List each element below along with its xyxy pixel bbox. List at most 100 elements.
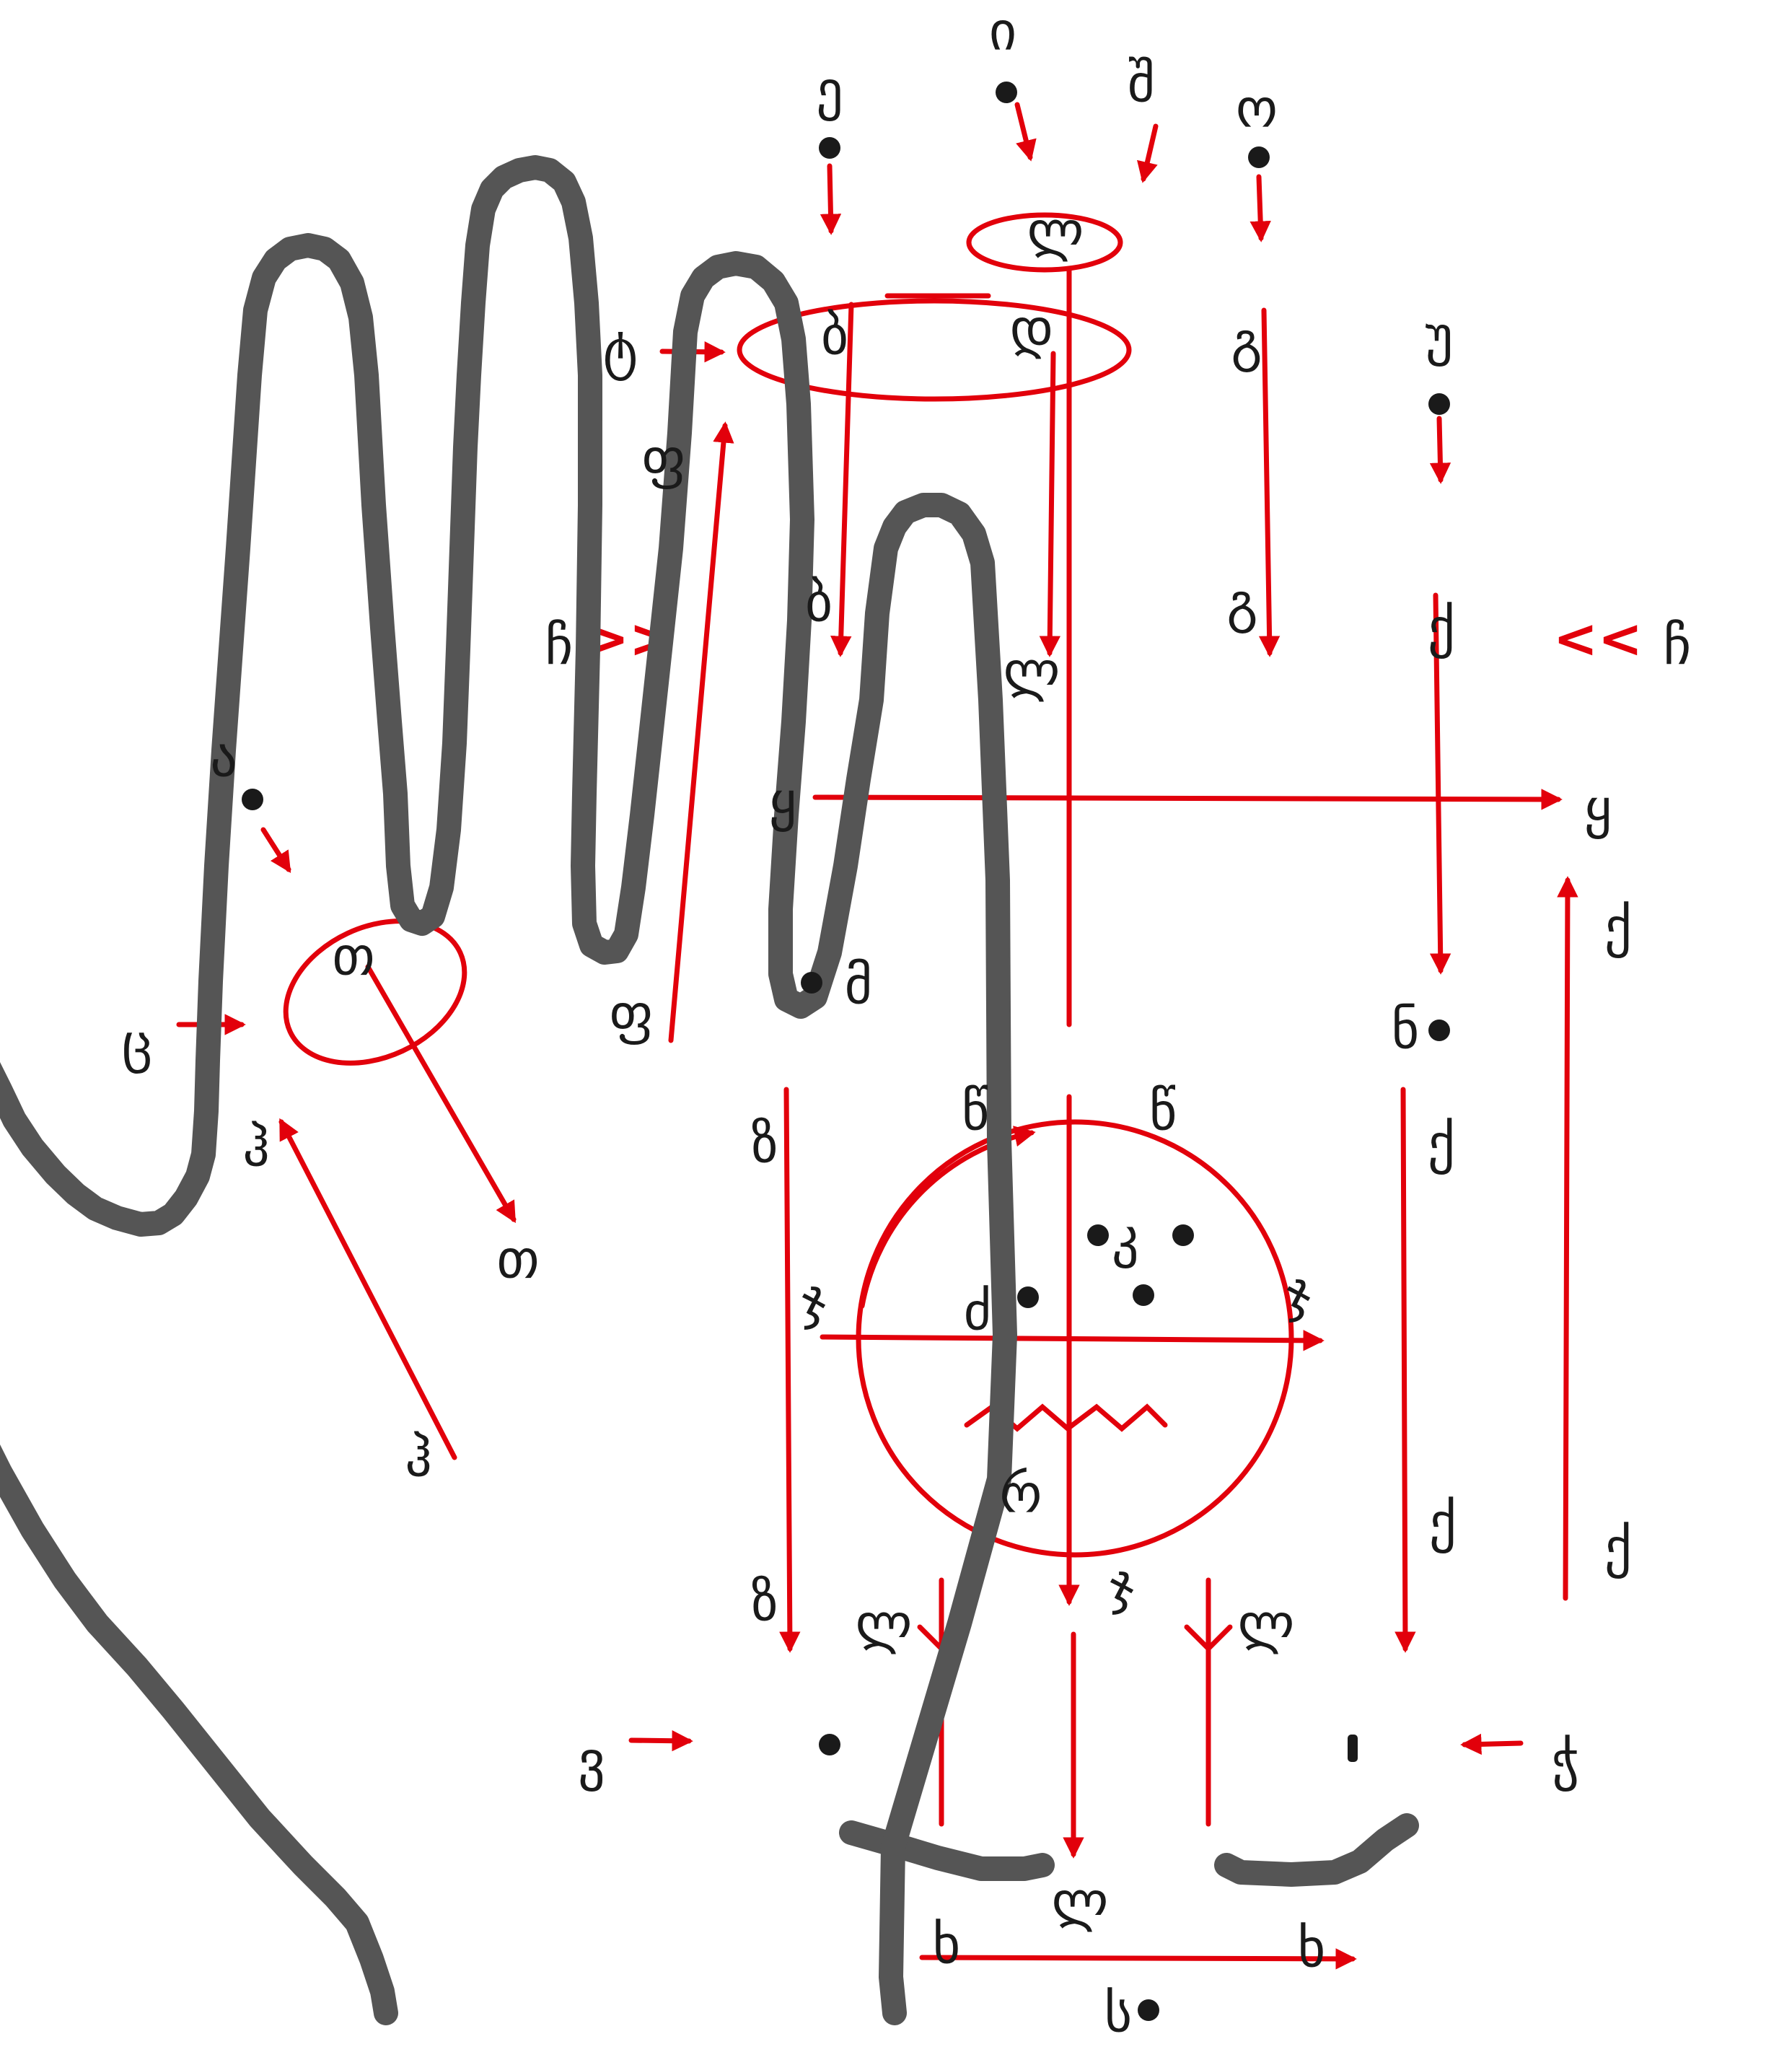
label-e: ე [816,60,843,122]
red-annotations [176,102,1578,1970]
label-h2: ჰ [405,1427,432,1489]
label-v: ვ [578,1730,605,1792]
label-j1: ჯ [801,1268,826,1330]
dot [1017,1286,1039,1308]
label-ch2: ჩ [1664,615,1692,678]
label-j3: ჯ [1110,1553,1134,1615]
arrow-i-dot [1014,102,1037,162]
label-b2: ბ [805,572,833,634]
arrow-kh [919,1948,1357,1970]
label-q2: ყ [1584,778,1612,840]
arrow-a-dot [260,827,291,873]
label-l2: ლ [1238,1593,1295,1655]
dot [1087,1224,1109,1246]
arrow-h [278,1118,457,1460]
arrow-j [820,1330,1325,1351]
label-k4: ქ [1429,1492,1457,1554]
label-d2: ლ [1003,641,1060,703]
arrow-k-right-up [1557,876,1578,1601]
dot [1172,1224,1194,1246]
label-t1: თ [332,926,374,988]
arrow-q [812,789,1563,810]
dot [801,972,822,994]
arrow-t [365,964,517,1224]
label-d1: დ [1010,298,1054,360]
wrist-crease-right [1214,1813,1419,1887]
dot [1428,393,1450,415]
arrow-ring-g [1258,307,1281,657]
label-dz: ძ [964,1281,992,1343]
label-i: ი [989,1,1016,63]
label-tch: ჭ [1552,1730,1579,1792]
label-h1: ჰ [242,1117,270,1179]
label-s: ს [1104,1983,1133,2045]
label-k4b: ქ [1604,1517,1632,1579]
label-g1: გ [1231,311,1262,373]
dot [1248,146,1270,168]
arrow-sh [1137,123,1159,183]
label-lg1: ლ [1027,201,1084,263]
label-a: ა [210,727,237,789]
dot [1133,1284,1154,1306]
label-n: ნ [1392,999,1420,1061]
label-kh1: ხ [933,1914,961,1976]
dot [1428,1020,1450,1041]
dot [996,82,1017,103]
label-f1: ფ [641,428,685,490]
arrow-middle-d [1039,351,1060,657]
chevron-left: << [1553,608,1643,670]
ring-thumb [283,918,467,1066]
dot [819,137,840,159]
arrow-v-left [628,1730,693,1752]
label-u: უ [1426,305,1454,367]
arrow-z [779,1087,801,1653]
label-tt: ტ [603,320,638,382]
label-l1: ლ [856,1593,913,1655]
arrow-f [668,421,734,1043]
label-r: რ [1000,1463,1042,1525]
dots [242,82,1450,2021]
label-k3b: ქ [1428,1113,1455,1175]
dot [819,1734,840,1755]
hand-outline-path [0,155,1017,2025]
label-b1: ბ [821,305,848,367]
ring-index-middle [737,298,1132,402]
fork-right-head [1184,1624,1233,1652]
label-lbot: ლ [1052,1871,1109,1933]
label-m: მ [845,955,873,1017]
label-ts1: წ [962,1081,989,1143]
dot [1138,1999,1159,2021]
label-k1: ქ [1428,597,1455,659]
arrow-e-dot [820,163,842,235]
label-k3: კ [1112,1207,1139,1269]
wrist-crease-left [839,1820,1055,1881]
label-o: ო [1236,78,1278,140]
label-c: ც [122,1012,152,1074]
label-sh: შ [1128,53,1155,115]
arrow-index-b [830,302,854,657]
arrow-k-right-down [1394,1087,1416,1653]
label-z1: ზ [751,1113,778,1175]
label-ts2: წ [1149,1081,1177,1143]
label-j2: ჯ [1286,1261,1311,1323]
ring-middle-top [966,212,1123,273]
arrow-o-dot [1249,174,1271,242]
label-kh2: ხ [1298,1918,1326,1980]
arrow-pinky-zh [1429,592,1451,975]
label-k2: ქ [1604,897,1632,959]
arrow-tch-right [1460,1733,1524,1755]
hand-outline [0,155,1419,2025]
arrow-u-dot [1429,416,1451,484]
label-g2: გ [1227,572,1258,634]
dot [242,789,263,810]
label-z2: ზ [751,1571,778,1634]
palm-circle [856,1119,1294,1558]
label-ch1: ჩ [545,615,574,678]
mark-tch [1348,1735,1358,1762]
label-t2: თ [496,1229,539,1291]
label-f2: ფ [609,983,653,1045]
label-q1: ყ [769,771,796,833]
